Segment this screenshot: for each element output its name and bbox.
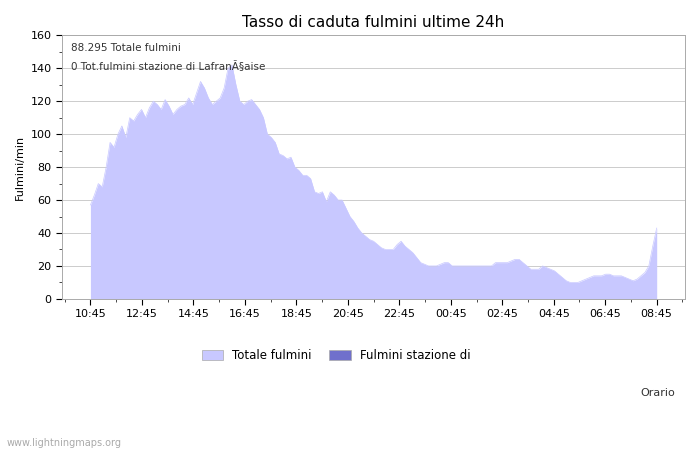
Y-axis label: Fulmini/min: Fulmini/min <box>15 135 25 200</box>
Text: 0 Tot.fulmini stazione di LafranÃ§aise: 0 Tot.fulmini stazione di LafranÃ§aise <box>71 62 266 72</box>
Text: 88.295 Totale fulmini: 88.295 Totale fulmini <box>71 43 181 53</box>
Title: Tasso di caduta fulmini ultime 24h: Tasso di caduta fulmini ultime 24h <box>242 15 505 30</box>
Legend: Totale fulmini, Fulmini stazione di: Totale fulmini, Fulmini stazione di <box>197 344 475 367</box>
Text: Orario: Orario <box>640 388 676 398</box>
Text: www.lightningmaps.org: www.lightningmaps.org <box>7 438 122 448</box>
